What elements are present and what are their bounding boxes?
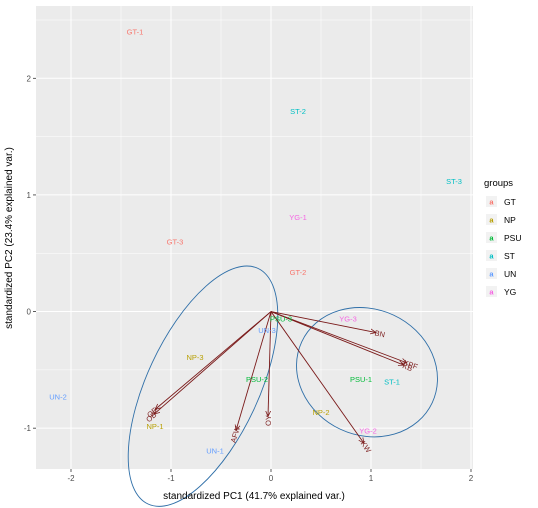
legend-key-psu: a [489, 234, 494, 243]
legend-key-bg [486, 196, 497, 207]
loading-label-oy: OY [264, 415, 273, 426]
loading-arrow-kw [270, 311, 364, 444]
legend-label-psu: PSU [504, 233, 521, 243]
y-tick-label: 1 [27, 191, 32, 200]
point-label-un-3: UN-3 [258, 326, 276, 335]
point-label-yg-1: YG-1 [289, 213, 307, 222]
loading-arrow-oe [155, 311, 272, 410]
y-axis-ticks: -1 0 1 2 [24, 74, 36, 433]
legend-key-bg [486, 232, 497, 243]
point-label-np-1: NP-1 [146, 422, 163, 431]
legend-label-st: ST [504, 251, 515, 261]
point-label-st-2: ST-2 [290, 107, 306, 116]
grid-lines [36, 6, 473, 469]
point-label-yg-3: YG-3 [339, 315, 357, 324]
x-tick-label: 0 [269, 474, 274, 483]
point-label-psu-3: PSU-3 [270, 315, 292, 324]
legend-key-gt: a [489, 198, 494, 207]
y-tick-label: -1 [24, 424, 32, 433]
x-axis-title: standardized PC1 (41.7% explained var.) [163, 491, 345, 502]
x-tick-label: -1 [167, 474, 175, 483]
legend-title: groups [484, 178, 513, 189]
legend-label-un: UN [504, 269, 516, 279]
loading-arrow-kpf [270, 311, 407, 363]
point-label-gt-1: GT-1 [127, 28, 144, 37]
point-label-np-2: NP-2 [312, 408, 329, 417]
legend-key-bg [486, 250, 497, 261]
loading-label-bn: BN [374, 328, 386, 339]
legend-key-yg: a [489, 288, 494, 297]
x-axis-ticks: -2 -1 0 1 2 [67, 469, 474, 483]
legend-key-np: a [489, 216, 494, 225]
point-label-st-1: ST-1 [384, 378, 400, 387]
confidence-ellipses [127, 265, 438, 507]
sample-points: GT-1 GT-2 GT-3 NP-1 NP-2 NP-3 PSU-1 PSU-2 PSU-3 S… [49, 28, 462, 456]
legend-key-bg [486, 268, 497, 279]
legend-key-bg [486, 214, 497, 225]
point-label-psu-1: PSU-1 [350, 375, 372, 384]
x-tick-label: 1 [369, 474, 374, 483]
legend-label-np: NP [504, 215, 516, 225]
point-label-un-1: UN-1 [206, 446, 224, 455]
point-label-gt-2: GT-2 [290, 268, 307, 277]
point-label-gt-3: GT-3 [167, 238, 184, 247]
point-label-np-3: NP-3 [186, 353, 203, 362]
point-label-psu-2: PSU-2 [246, 375, 268, 384]
point-label-st-3: ST-3 [446, 177, 462, 186]
point-label-yg-2: YG-2 [359, 427, 377, 436]
legend-label-gt: GT [504, 197, 516, 207]
loading-arrow-kb [270, 311, 404, 366]
loading-arrow-bn [270, 311, 376, 333]
y-tick-label: 0 [27, 308, 32, 317]
loading-label-kb: KB [401, 361, 414, 373]
point-label-un-2: UN-2 [49, 393, 67, 402]
plot-panel [36, 6, 473, 469]
legend-label-yg: YG [504, 287, 516, 297]
legend-key-un: a [489, 270, 494, 279]
legend-key-st: a [489, 252, 494, 261]
legend: groups a GT a NP a PSU a ST a UN a YG [484, 178, 521, 297]
x-tick-label: 2 [469, 474, 474, 483]
legend-key-bg [486, 286, 497, 297]
y-tick-label: 2 [27, 74, 32, 83]
loading-arrow-afw [236, 311, 272, 431]
loading-arrow-ob [154, 311, 272, 415]
ellipse-st [296, 307, 438, 438]
x-tick-label: -2 [67, 474, 75, 483]
ellipse-un [127, 265, 279, 507]
loading-arrow-oy [268, 311, 272, 417]
y-axis-title: standardized PC2 (23.4% explained var.) [4, 147, 15, 329]
